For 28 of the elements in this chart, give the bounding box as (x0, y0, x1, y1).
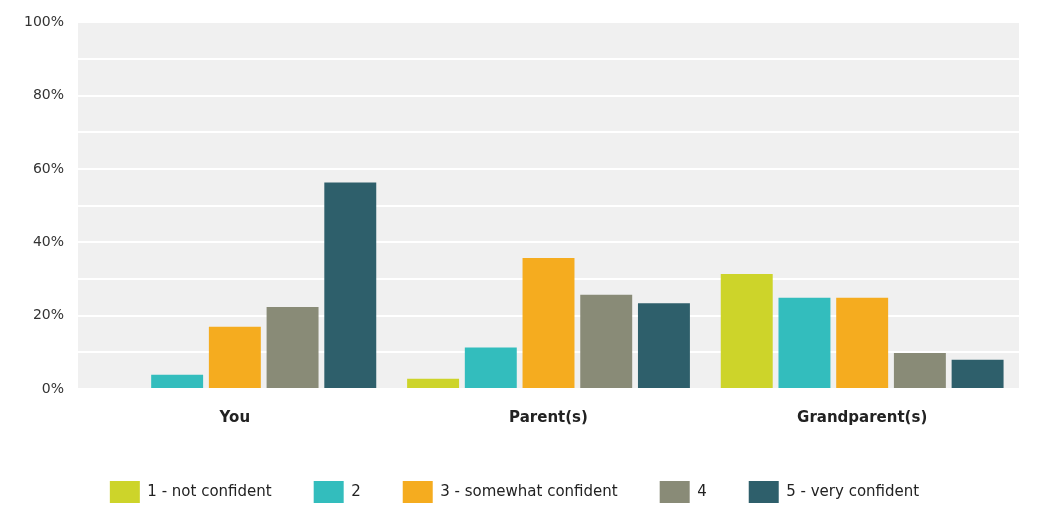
legend-label: 5 - very confident (786, 481, 920, 500)
bar (208, 326, 261, 388)
bar (836, 297, 889, 388)
bar (266, 306, 319, 388)
x-tick-label: You (218, 407, 251, 426)
x-tick-label: Parent(s) (509, 407, 588, 426)
bar (720, 273, 773, 388)
bar (637, 303, 690, 388)
bar (324, 182, 377, 388)
bar (407, 378, 460, 388)
bar (778, 297, 831, 388)
y-tick-label: 80% (32, 86, 65, 103)
y-tick-label: 40% (32, 233, 65, 249)
legend-label: 2 (351, 481, 361, 500)
y-tick-label: 100% (23, 13, 65, 30)
legend-label: 1 - not confident (147, 481, 272, 500)
bar (522, 258, 575, 388)
y-tick-label: 60% (32, 159, 65, 176)
y-tick-label: 20% (32, 306, 65, 323)
bar (464, 347, 517, 388)
bar (893, 353, 946, 388)
bar (951, 359, 1004, 388)
y-tick-label: 0% (41, 379, 65, 396)
x-tick-label: Grandparent(s) (797, 407, 928, 426)
bar (580, 294, 633, 388)
legend-label: 3 - somewhat confident (440, 481, 618, 500)
bar (151, 374, 204, 388)
legend-label: 4 (697, 481, 707, 500)
